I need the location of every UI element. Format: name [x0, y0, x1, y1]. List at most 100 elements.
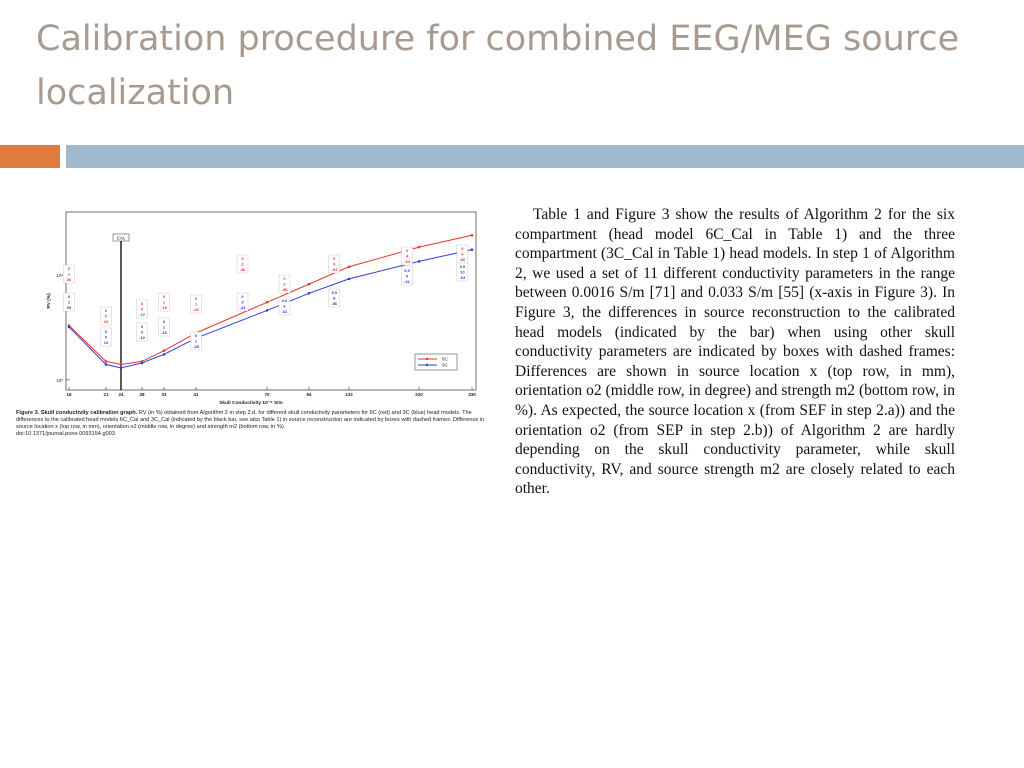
annotation-value: -64: [331, 267, 338, 272]
caption-label: Figure 3. Skull conductivity calibration…: [16, 410, 138, 416]
annotation-value: 5.9: [404, 268, 410, 273]
figure-caption: Figure 3. Skull conductivity calibration…: [16, 410, 486, 438]
annotation-box: [100, 306, 112, 326]
annotation-value: 1: [163, 300, 166, 305]
data-point-3C: [162, 353, 166, 356]
annotation-value: 0: [105, 308, 108, 313]
x-tick-label: 24: [118, 392, 124, 397]
data-point-3C: [347, 277, 351, 281]
annotation-value: -46: [240, 267, 247, 272]
annotation-value: -58: [282, 287, 289, 292]
legend-label-3C: 3C: [442, 363, 449, 368]
annotation-value: 6: [283, 304, 286, 309]
annotation-value: 2.6: [282, 298, 288, 303]
annotation-box: [236, 254, 249, 274]
annotation-value: 99: [67, 305, 72, 310]
annotation-value: 0: [163, 319, 166, 324]
data-point-3C: [67, 325, 71, 329]
annotation-box: [278, 296, 291, 316]
annotation-box: [190, 294, 202, 314]
annotation-value: 0: [163, 294, 166, 299]
data-point-6C: [104, 360, 108, 363]
annotation-value: 0: [406, 248, 409, 253]
legend-marker-3C: [425, 363, 429, 367]
annotation-value: 0: [141, 324, 144, 329]
x-tick-label: 16: [66, 392, 72, 397]
annotation-value: -56: [331, 301, 338, 306]
annotation-box: [401, 246, 413, 266]
annotation-value: 5.9: [331, 290, 337, 295]
annotation-value: 1: [163, 325, 166, 330]
data-point-3C: [265, 309, 269, 312]
annotation-box: [63, 292, 75, 312]
annotation-value: 0: [105, 314, 108, 319]
annotation-value: 2: [241, 262, 244, 267]
x-tick-label: 220: [415, 392, 423, 397]
x-tick-label: 70: [264, 392, 270, 397]
cal-label: CAL: [117, 236, 126, 241]
x-tick-label: 28: [139, 392, 145, 397]
annotation-value: 1: [195, 302, 198, 307]
data-point-3C: [307, 291, 311, 295]
x-tick-label: 33: [161, 392, 167, 397]
data-point-6C: [162, 349, 166, 352]
annotation-box: [190, 331, 202, 351]
annotation-value: 10: [104, 319, 109, 324]
annotation-value: 10: [460, 270, 465, 275]
annotation-value: 3: [333, 262, 336, 267]
legend-label-6C: 6C: [442, 357, 449, 362]
annotation-box: [136, 299, 148, 319]
annotation-box: [63, 264, 75, 284]
annotation-value: 0: [333, 256, 336, 261]
annotation-box: [136, 322, 148, 342]
annotation-value: 0: [105, 335, 108, 340]
data-point-6C: [347, 265, 351, 269]
legend-marker-6C: [425, 357, 429, 361]
figure: 10⁰ 10¹ 16 21 24 28 33 41 70 94 132 220 330 Skull Con…: [30, 200, 500, 470]
annotation-value: -66: [459, 257, 466, 262]
data-point-3C: [417, 260, 421, 263]
x-tick-label: 330: [468, 392, 476, 397]
annotation-value: 9: [406, 274, 409, 279]
legend-box: [414, 353, 458, 371]
slide-title: Calibration procedure for combined EEG/M…: [36, 19, 960, 113]
accent-bar-blue: [66, 145, 1024, 168]
data-point-6C: [307, 282, 311, 286]
annotation-value: 1: [68, 300, 71, 305]
annotation-value: 26: [67, 277, 72, 282]
annotation-box: [100, 327, 112, 347]
annotation-value: 0: [105, 329, 108, 334]
annotation-value: 0: [241, 294, 244, 299]
annotation-value: -16: [161, 330, 168, 335]
annotation-value: 4: [406, 254, 409, 259]
annotation-value: -63: [459, 275, 466, 280]
annotation-value: 3: [241, 300, 244, 305]
annotation-value: -19: [161, 305, 168, 310]
annotation-value: -10: [139, 335, 146, 340]
annotation-box: [456, 262, 469, 282]
annotation-value: 0: [195, 333, 198, 338]
annotation-value: 0: [141, 307, 144, 312]
data-point-3C: [119, 366, 123, 370]
annotation-value: 0: [195, 296, 198, 301]
x-tick-label: 94: [306, 392, 312, 397]
annotation-value: 0: [283, 276, 286, 281]
annotation-value: 2: [283, 282, 286, 287]
annotation-box: [278, 274, 291, 294]
annotation-box: [328, 288, 340, 308]
caption-text: RV (in %) obtained from Algorithm 2 in s…: [16, 410, 485, 430]
annotation-value: 8: [333, 296, 336, 301]
annotation-box: [236, 292, 249, 312]
annotation-value: -61: [404, 279, 411, 284]
data-point-6C: [470, 233, 474, 237]
annotation-value: 0: [141, 301, 144, 306]
data-point-6C: [119, 363, 123, 366]
annotation-box: [401, 266, 413, 286]
annotation-value: 0: [241, 256, 244, 261]
y-axis-label: RV (%): [46, 293, 52, 309]
data-point-3C: [140, 361, 144, 365]
annotation-value: -10: [139, 312, 146, 317]
annotation-value: 4: [461, 252, 464, 257]
x-tick-label: 21: [103, 392, 109, 397]
data-point-6C: [417, 245, 421, 249]
